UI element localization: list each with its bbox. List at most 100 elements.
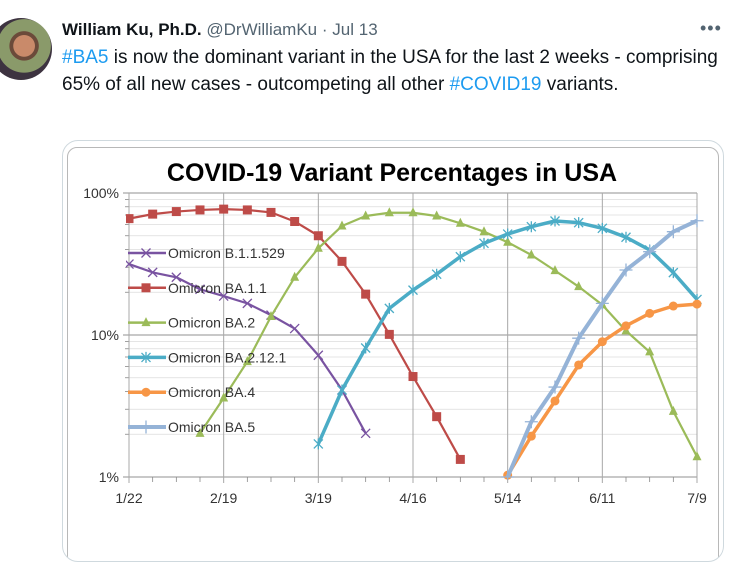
y-tick-label: 100% — [83, 185, 119, 201]
tweet-text: #BA5 is now the dominant variant in the … — [62, 45, 732, 98]
series-omicron-ba-2-12-1 — [313, 215, 702, 450]
data-point — [408, 372, 418, 382]
data-point — [218, 291, 229, 302]
data-point — [126, 259, 134, 270]
data-point — [548, 380, 562, 394]
data-point — [219, 204, 229, 214]
data-point — [290, 271, 300, 281]
data-point — [690, 214, 704, 228]
legend-label: Omicron BA.2 — [168, 315, 255, 331]
data-point — [597, 337, 607, 347]
data-point — [360, 428, 371, 439]
data-point — [524, 415, 538, 429]
legend-label: Omicron B.1.1.529 — [168, 245, 285, 261]
y-axis: 1% 10% 100% — [83, 185, 119, 485]
data-point — [645, 346, 655, 356]
legend-item: Omicron BA.1.1 — [128, 280, 267, 296]
data-point — [242, 298, 253, 309]
data-point — [597, 222, 608, 234]
data-point — [621, 321, 631, 331]
data-point — [313, 242, 323, 252]
data-point — [139, 420, 153, 434]
legend-item: Omicron B.1.1.529 — [128, 245, 285, 261]
data-point — [147, 267, 158, 278]
data-point — [550, 265, 560, 275]
author-name[interactable]: William Ku, Ph.D. — [62, 20, 202, 39]
data-point — [289, 323, 300, 334]
data-point — [550, 215, 560, 227]
data-point — [337, 384, 347, 396]
data-point — [337, 256, 347, 266]
data-point — [141, 248, 151, 258]
data-point — [266, 310, 276, 320]
x-tick-label: 5/14 — [494, 490, 521, 506]
data-point — [668, 301, 678, 311]
data-point — [692, 299, 702, 309]
data-point — [479, 237, 489, 249]
data-point — [574, 281, 584, 291]
ellipsis-icon[interactable]: ••• — [700, 18, 722, 38]
data-point — [171, 272, 182, 283]
tweet-header: William Ku, Ph.D. @DrWilliamKu · Jul 13 — [62, 20, 378, 40]
series-omicron-ba-1-1 — [126, 204, 465, 464]
data-point — [574, 360, 584, 370]
data-point — [573, 217, 584, 229]
legend-item: Omicron BA.4 — [128, 384, 255, 400]
data-point — [360, 342, 371, 354]
legend-item: Omicron BA.2.12.1 — [128, 349, 286, 365]
data-point — [643, 245, 657, 259]
hashtag-covid19[interactable]: #COVID19 — [449, 73, 542, 95]
data-point — [645, 308, 655, 318]
data-point — [384, 329, 394, 339]
series-omicron-ba-5 — [501, 214, 704, 480]
x-tick-label: 6/11 — [589, 490, 615, 506]
chart-frame — [67, 147, 719, 561]
variant-chart: COVID-19 Variant Percentages in USA 1% 10… — [83, 159, 707, 506]
data-point — [432, 412, 442, 422]
data-point — [526, 249, 536, 259]
data-point — [526, 431, 536, 441]
tweet-date[interactable]: Jul 13 — [332, 20, 378, 39]
data-point — [666, 225, 680, 239]
data-point — [141, 387, 151, 397]
x-tick-label: 1/22 — [115, 490, 142, 506]
data-point — [621, 231, 631, 243]
data-point — [219, 392, 229, 402]
legend-item: Omicron BA.2 — [128, 315, 255, 331]
media-card[interactable] — [62, 140, 724, 562]
series-line — [199, 211, 698, 458]
data-point — [503, 236, 513, 246]
hashtag-ba5[interactable]: #BA5 — [62, 47, 109, 68]
data-point — [242, 205, 252, 215]
y-tick-label: 1% — [99, 469, 119, 485]
data-point — [126, 214, 134, 224]
data-point — [361, 210, 371, 220]
legend-label: Omicron BA.1.1 — [168, 280, 267, 296]
data-point — [195, 284, 205, 295]
separator: · — [321, 20, 328, 39]
data-point — [526, 221, 537, 233]
avatar[interactable] — [0, 18, 52, 80]
data-point — [313, 438, 324, 450]
data-point — [501, 470, 515, 480]
x-tick-label: 2/19 — [210, 490, 237, 506]
data-point — [242, 356, 252, 366]
data-point — [619, 263, 633, 277]
legend-label: Omicron BA.2.12.1 — [168, 349, 286, 365]
data-point — [479, 226, 489, 236]
data-point — [148, 209, 158, 219]
data-point — [408, 207, 418, 217]
data-point — [337, 220, 347, 230]
data-point — [361, 289, 371, 299]
data-point — [384, 302, 395, 314]
data-point — [313, 231, 323, 241]
legend-item: Omicron BA.5 — [128, 419, 255, 435]
legend: Omicron B.1.1.529 Omicron BA.1.1 Omicron B… — [128, 245, 286, 435]
legend-label: Omicron BA.5 — [168, 419, 255, 435]
x-tick-label: 3/19 — [305, 490, 332, 506]
data-point — [455, 251, 466, 263]
author-handle[interactable]: @DrWilliamKu — [206, 20, 318, 39]
data-point — [290, 216, 300, 226]
data-point — [431, 268, 442, 280]
series-group — [126, 204, 704, 480]
